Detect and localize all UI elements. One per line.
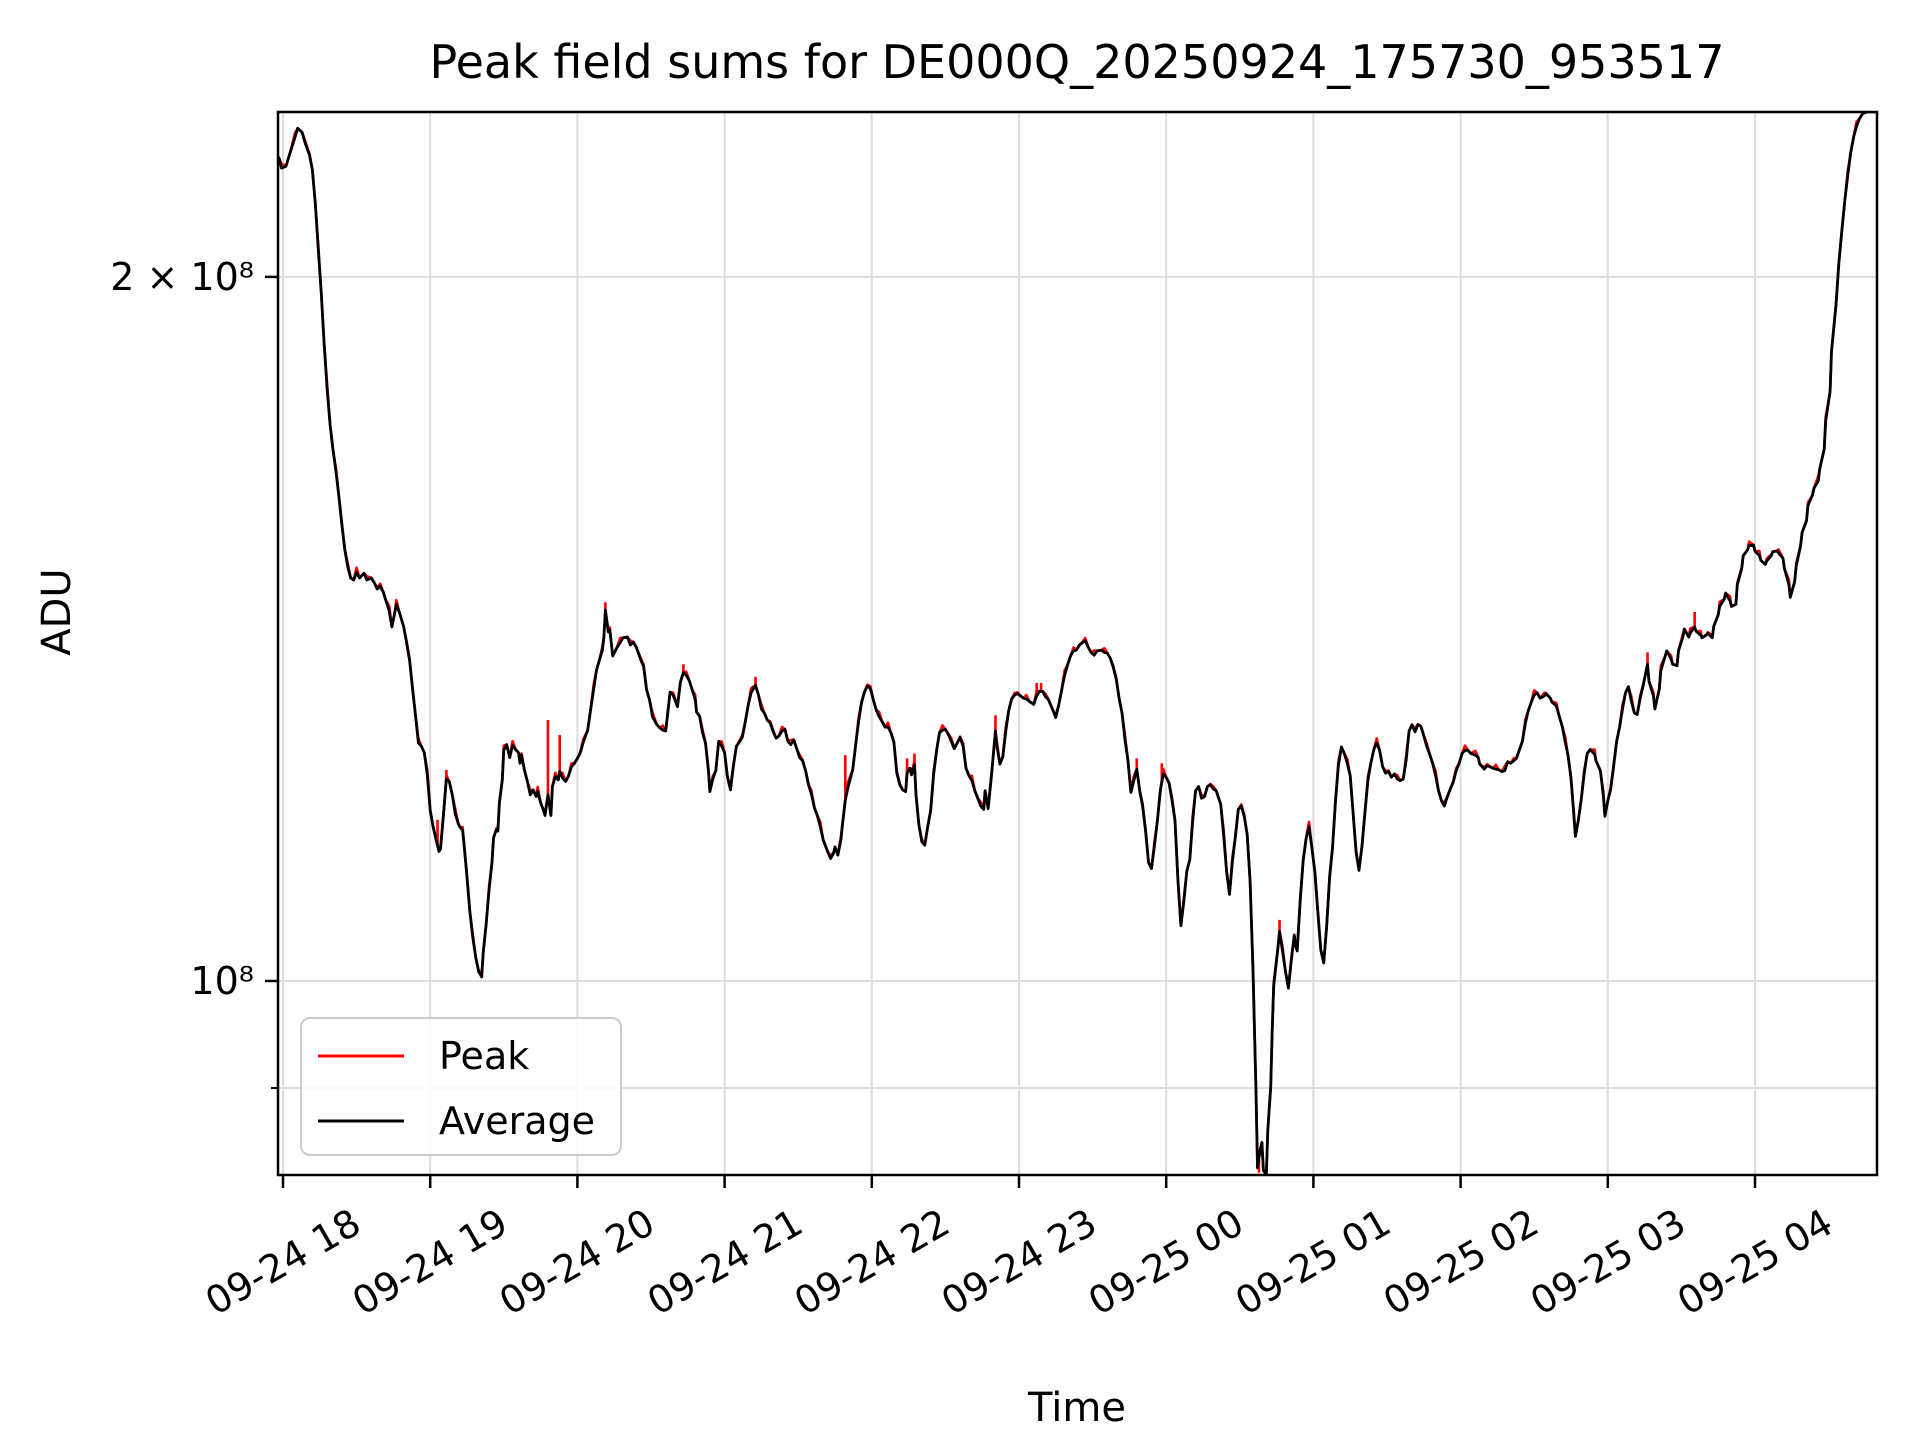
peak-series-line [278,112,1867,1175]
average-line-sample [318,1119,404,1123]
axes-box [276,110,1879,1177]
legend-item-peak: Peak [302,1023,620,1089]
legend: Peak Average [300,1017,622,1156]
legend-label-average: Average [439,1099,596,1143]
legend-label-peak: Peak [439,1034,530,1078]
y-axis-label: ADU [34,568,80,656]
chart-title: Peak field sums for DE000Q_20250924_1757… [429,35,1725,89]
peak-line-sample [318,1054,404,1058]
y-tick-label-2e8: 2 × 10⁸ [110,255,254,299]
y-tick-label-1e8: 10⁸ [190,959,254,1003]
legend-item-average: Average [302,1088,620,1154]
x-axis-label: Time [1028,1385,1126,1431]
average-series-line [278,112,1876,1175]
series-group [278,112,1876,1175]
